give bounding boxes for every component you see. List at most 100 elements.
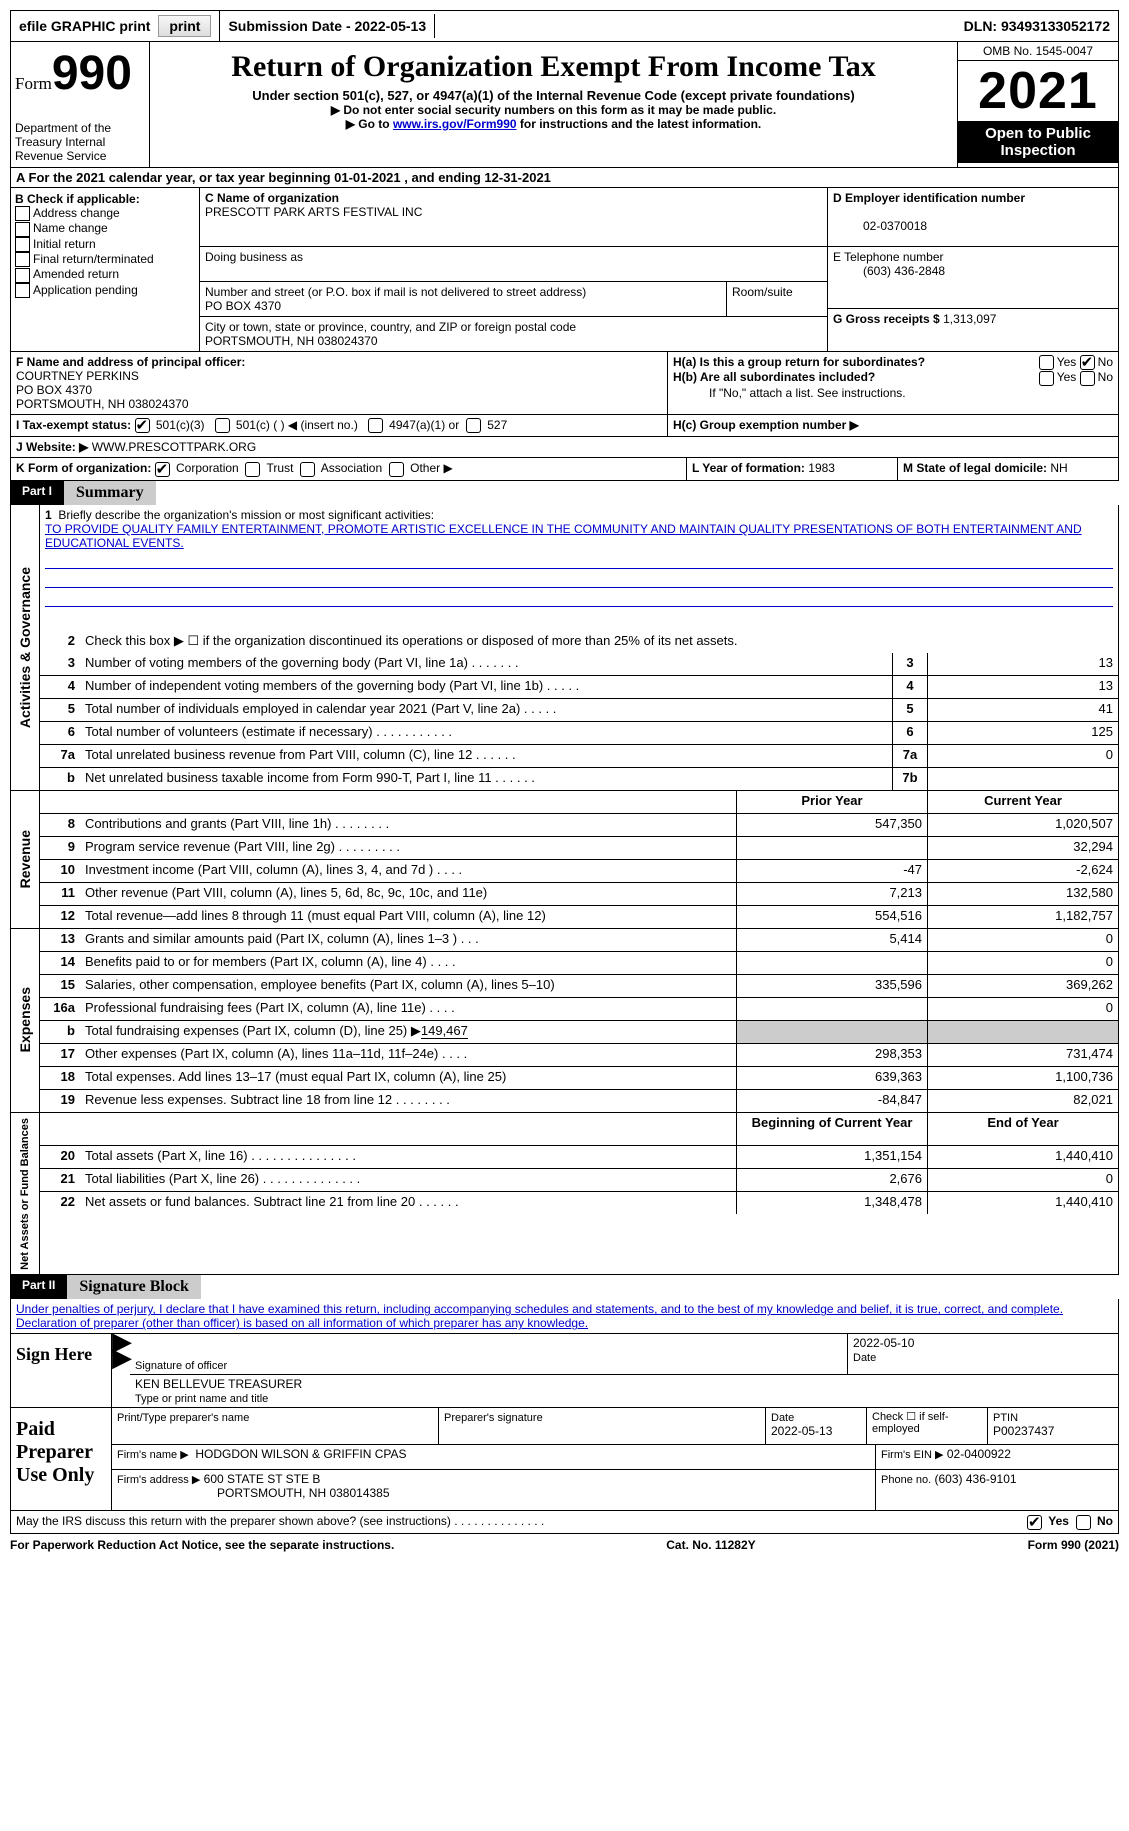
sig-arrow1: ▶▶ <box>112 1334 130 1407</box>
dln: DLN: 93493133052172 <box>956 14 1118 38</box>
4947-label: 4947(a)(1) or <box>389 418 459 432</box>
firm-name-val: HODGDON WILSON & GRIFFIN CPAS <box>195 1447 406 1461</box>
name-change-checkbox[interactable] <box>15 222 30 237</box>
app-pending-checkbox[interactable] <box>15 283 30 298</box>
assoc-label: Association <box>321 461 382 475</box>
part2-num: Part II <box>10 1275 67 1299</box>
hb-no-checkbox[interactable] <box>1080 371 1095 386</box>
4947-checkbox[interactable] <box>368 418 383 433</box>
summary-table: Activities & Governance 1 Briefly descri… <box>10 505 1119 1276</box>
org-name: PRESCOTT PARK ARTS FESTIVAL INC <box>205 205 422 219</box>
tel-value: (603) 436-2848 <box>863 264 945 278</box>
line21-end: 0 <box>927 1169 1118 1191</box>
phone-label: Phone no. <box>881 1474 931 1486</box>
may-yes: Yes <box>1048 1514 1069 1528</box>
501c-label: 501(c) ( ) ◀ (insert no.) <box>236 418 358 432</box>
line8-prior: 547,350 <box>736 814 927 836</box>
footer-form-pre: Form <box>1028 1538 1061 1552</box>
line4-val: 13 <box>927 676 1118 698</box>
may-yes-checkbox[interactable] <box>1027 1515 1042 1530</box>
ha-yes-checkbox[interactable] <box>1039 355 1054 370</box>
trust-checkbox[interactable] <box>245 462 260 477</box>
print-button[interactable]: print <box>158 15 211 37</box>
website-label: J Website: ▶ <box>16 440 88 454</box>
line6-val: 125 <box>927 722 1118 744</box>
final-return-checkbox[interactable] <box>15 252 30 267</box>
net-label: Net Assets or Fund Balances <box>17 1113 33 1275</box>
side-activities-governance: Activities & Governance <box>11 505 40 790</box>
line16a-desc: Professional fundraising fees (Part IX, … <box>85 1000 426 1015</box>
line1-label: Briefly describe the organization's miss… <box>58 508 434 522</box>
addr-change-checkbox[interactable] <box>15 206 30 221</box>
line16a-current: 0 <box>927 998 1118 1020</box>
line15-prior: 335,596 <box>736 975 927 997</box>
submission-date: Submission Date - 2022-05-13 <box>220 14 435 38</box>
trust-label: Trust <box>267 461 294 475</box>
firm-addr-label: Firm's address ▶ <box>117 1474 200 1486</box>
line18-prior: 639,363 <box>736 1067 927 1089</box>
may-no: No <box>1097 1514 1113 1528</box>
tel-label: E Telephone number <box>833 250 944 264</box>
corp-checkbox[interactable] <box>155 462 170 477</box>
city-value: PORTSMOUTH, NH 038024370 <box>205 334 378 348</box>
501c-checkbox[interactable] <box>215 418 230 433</box>
line14-desc: Benefits paid to or for members (Part IX… <box>85 954 427 969</box>
line2: Check this box ▶ ☐ if the organization d… <box>80 631 1118 653</box>
officer-addr2: PORTSMOUTH, NH 038024370 <box>16 397 189 411</box>
amended-checkbox[interactable] <box>15 268 30 283</box>
line9-desc: Program service revenue (Part VIII, line… <box>85 839 335 854</box>
line18-desc: Total expenses. Add lines 13–17 (must eq… <box>85 1069 506 1084</box>
may-no-checkbox[interactable] <box>1076 1515 1091 1530</box>
omb-number: OMB No. 1545-0047 <box>958 42 1118 61</box>
note2-post: for instructions and the latest informat… <box>517 117 762 131</box>
line3-desc: Number of voting members of the governin… <box>85 655 468 670</box>
line12-desc: Total revenue—add lines 8 through 11 (mu… <box>85 908 546 923</box>
line13-prior: 5,414 <box>736 929 927 951</box>
line17-prior: 298,353 <box>736 1044 927 1066</box>
declaration-text[interactable]: Under penalties of perjury, I declare th… <box>16 1302 1063 1330</box>
part1-title: Summary <box>64 481 156 505</box>
dept-label: Department of the Treasury Internal Reve… <box>15 121 145 163</box>
mission-line1 <box>45 552 1113 569</box>
line19-desc: Revenue less expenses. Subtract line 18 … <box>85 1092 392 1107</box>
top-bar: efile GRAPHIC print print Submission Dat… <box>10 10 1119 42</box>
note1: ▶ Do not enter social security numbers o… <box>154 103 953 117</box>
sig-officer-label: Signature of officer <box>135 1360 842 1372</box>
gross-label: G Gross receipts $ <box>833 312 940 326</box>
section-f-h: F Name and address of principal officer:… <box>10 352 1119 415</box>
part1-num: Part I <box>10 481 64 505</box>
line22-end: 1,440,410 <box>927 1192 1118 1214</box>
irs-link[interactable]: www.irs.gov/Form990 <box>393 117 517 131</box>
hb-yes-checkbox[interactable] <box>1039 371 1054 386</box>
line11-prior: 7,213 <box>736 883 927 905</box>
initial-return-checkbox[interactable] <box>15 237 30 252</box>
b-label: B Check if applicable: <box>15 192 195 206</box>
paid-preparer-label: Paid Preparer Use Only <box>11 1408 112 1510</box>
line5-val: 41 <box>927 699 1118 721</box>
section-j: J Website: ▶ WWW.PRESCOTTPARK.ORG <box>10 437 1119 458</box>
declaration: Under penalties of perjury, I declare th… <box>10 1299 1119 1334</box>
ha-label: H(a) Is this a group return for subordin… <box>673 355 925 369</box>
mission-text[interactable]: TO PROVIDE QUALITY FAMILY ENTERTAINMENT,… <box>45 522 1082 550</box>
sign-here-label: Sign Here <box>11 1334 112 1407</box>
line3-val: 13 <box>927 653 1118 675</box>
header-center: Return of Organization Exempt From Incom… <box>150 42 957 167</box>
footer-cat: Cat. No. 11282Y <box>666 1538 755 1552</box>
assoc-checkbox[interactable] <box>300 462 315 477</box>
mission-line2 <box>45 571 1113 588</box>
may-irs-text: May the IRS discuss this return with the… <box>16 1514 451 1528</box>
line8-current: 1,020,507 <box>927 814 1118 836</box>
501c3-label: 501(c)(3) <box>156 418 205 432</box>
line16b-val: 149,467 <box>421 1023 468 1039</box>
firm-ein-val: 02-0400922 <box>947 1447 1011 1461</box>
part2-title: Signature Block <box>67 1275 201 1299</box>
print-name-label: Type or print name and title <box>135 1393 268 1405</box>
other-checkbox[interactable] <box>389 462 404 477</box>
ha-no-checkbox[interactable] <box>1080 355 1095 370</box>
501c3-checkbox[interactable] <box>135 418 150 433</box>
line16b-desc: Total fundraising expenses (Part IX, col… <box>85 1023 421 1038</box>
527-checkbox[interactable] <box>466 418 481 433</box>
line21-begin: 2,676 <box>736 1169 927 1191</box>
officer-print-name: KEN BELLEVUE TREASURER <box>135 1377 302 1391</box>
line14-prior <box>736 952 927 974</box>
